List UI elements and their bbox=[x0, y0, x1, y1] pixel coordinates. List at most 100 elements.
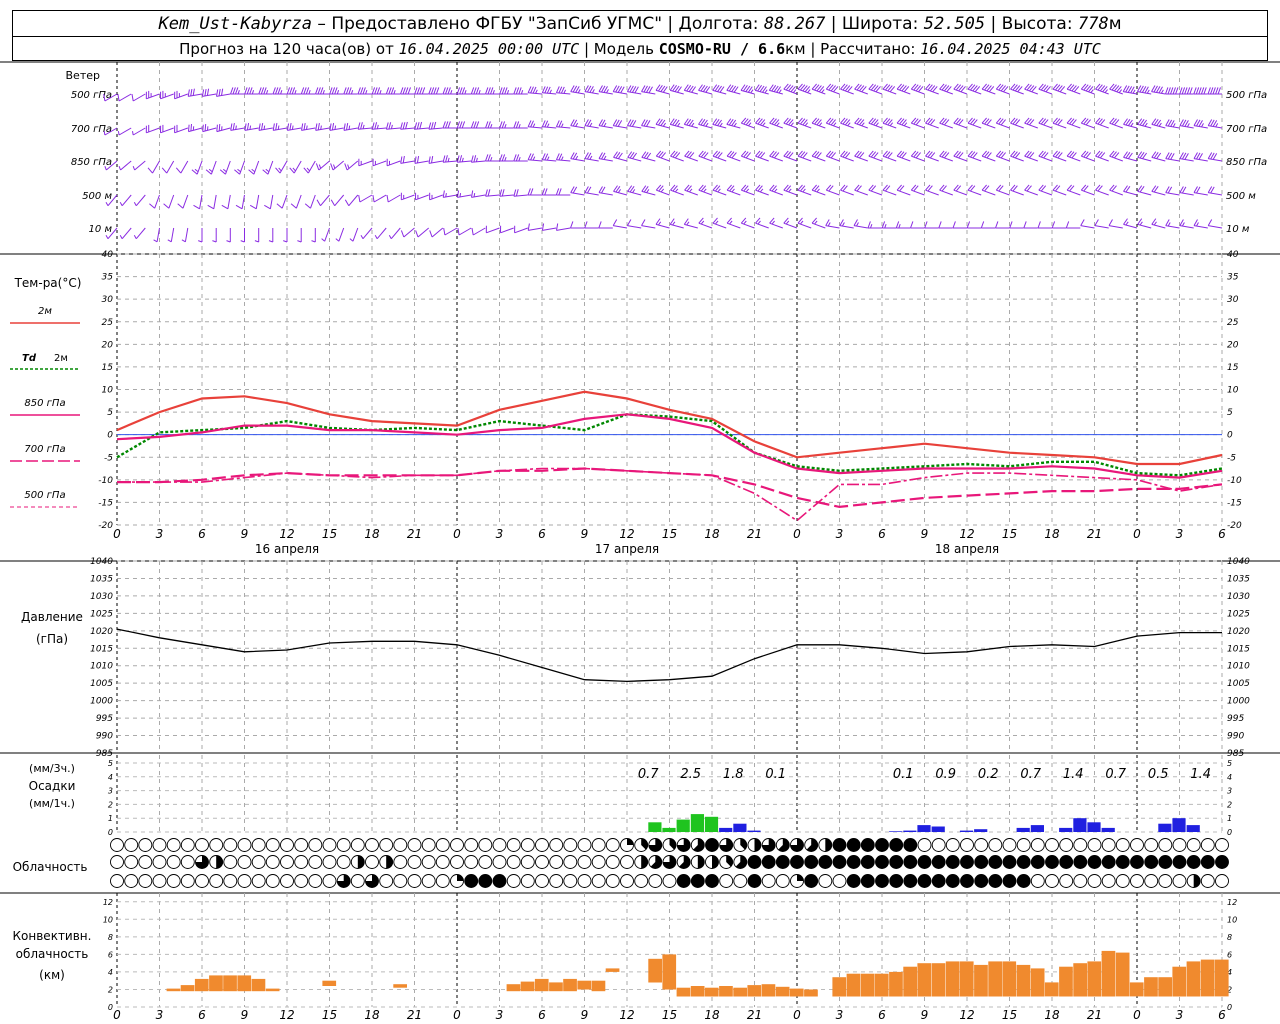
wind-barb-feather bbox=[1095, 83, 1101, 90]
wind-barb-feather bbox=[960, 86, 966, 93]
wind-barb-shaft bbox=[1137, 123, 1152, 129]
wind-barb bbox=[740, 84, 755, 95]
temp-xtick: 6 bbox=[198, 527, 206, 541]
wind-barb-feather bbox=[277, 87, 281, 95]
altitude-value: 778 bbox=[1077, 14, 1109, 34]
wind-barb-feather bbox=[717, 152, 723, 159]
wind-barb-feather bbox=[771, 151, 777, 158]
cloud-symbol bbox=[124, 874, 139, 888]
wind-barb bbox=[181, 227, 189, 243]
wind-barb bbox=[598, 221, 613, 229]
wind-barb-feather bbox=[487, 87, 491, 95]
wind-barb-feather bbox=[778, 89, 782, 94]
wind-barb-feather bbox=[896, 83, 902, 90]
wind-barb-shaft bbox=[613, 225, 628, 229]
wind-barb-shaft bbox=[1094, 225, 1109, 229]
precip-bar bbox=[747, 830, 761, 832]
cloud-symbol bbox=[435, 838, 450, 852]
cloud-symbol-fill bbox=[790, 838, 804, 852]
cloud-symbol bbox=[917, 838, 932, 852]
precip-3h-sum: 2.5 bbox=[680, 767, 701, 782]
wind-barb-feather bbox=[492, 90, 495, 95]
header-line-1: Kem_Ust-Kabyrza – Предоставлено ФГБУ "За… bbox=[13, 12, 1267, 37]
wind-barb-feather bbox=[745, 85, 751, 92]
wind-barb-feather bbox=[435, 87, 440, 95]
wind-barb-feather bbox=[1167, 87, 1171, 95]
wind-barb-feather bbox=[1029, 85, 1035, 92]
wind-barb-feather bbox=[825, 150, 832, 157]
wind-barb-feather bbox=[944, 152, 950, 159]
wind-level-label-right: 10 м bbox=[1226, 224, 1250, 235]
wind-barb-feather bbox=[641, 85, 646, 92]
cloud-symbol bbox=[393, 855, 408, 869]
wind-barb-feather bbox=[504, 87, 508, 95]
wind-barb-shaft bbox=[826, 155, 840, 162]
temp-series-line bbox=[116, 390, 1223, 466]
temp-xtick: 18 bbox=[704, 527, 720, 541]
wind-barb-shaft bbox=[698, 222, 713, 229]
model-unit: км bbox=[785, 40, 806, 58]
wind-barb bbox=[1122, 85, 1138, 95]
wind-barb-feather bbox=[442, 190, 445, 198]
wind-barb bbox=[570, 85, 585, 95]
wind-barb-shaft bbox=[925, 155, 939, 162]
wind-barb-feather bbox=[226, 240, 231, 243]
wind-barb-shaft bbox=[1109, 122, 1123, 129]
wind-barb-shaft bbox=[471, 160, 486, 163]
wind-barb-feather bbox=[629, 85, 634, 93]
wind-barb-feather bbox=[414, 87, 418, 95]
wind-barb-feather bbox=[555, 153, 560, 161]
wind-barb-feather bbox=[691, 122, 695, 127]
wind-barb-feather bbox=[546, 156, 550, 161]
wind-barb-shaft bbox=[741, 122, 755, 129]
wind-barb-shaft bbox=[556, 126, 571, 129]
precip-3h-sum: 1.4 bbox=[1190, 767, 1211, 782]
wind-barb-feather bbox=[702, 85, 708, 92]
wind-barb-feather bbox=[1198, 153, 1203, 160]
wind-barb-feather bbox=[485, 154, 489, 162]
wind-barb-feather bbox=[572, 85, 578, 93]
wind-barb bbox=[1080, 184, 1095, 196]
wind-barb-feather bbox=[785, 151, 792, 158]
wind-barb-shaft bbox=[528, 92, 543, 95]
wind-barb-feather bbox=[797, 83, 803, 90]
wind-barb-shaft bbox=[485, 194, 500, 197]
wind-barb-feather bbox=[191, 169, 198, 175]
wind-barb-shaft bbox=[1052, 189, 1067, 196]
wind-barb bbox=[981, 83, 996, 95]
precip-title: Осадки bbox=[29, 779, 76, 793]
precip-3h-sum: 0.2 bbox=[978, 767, 999, 782]
cloud-symbol-fill bbox=[754, 838, 761, 852]
wind-barb bbox=[1123, 185, 1138, 196]
cloud-symbol bbox=[1030, 855, 1045, 869]
model-label: | Модель bbox=[579, 40, 659, 58]
conv-bar bbox=[237, 975, 252, 992]
wind-barb bbox=[584, 152, 599, 162]
cloud-symbol bbox=[605, 855, 620, 869]
conv-xtick: 6 bbox=[538, 1008, 546, 1022]
wind-barb bbox=[386, 194, 401, 203]
wind-barb-feather bbox=[1043, 85, 1049, 92]
wind-level-label-right: 500 гПа bbox=[1226, 90, 1267, 101]
forecast-label: Прогноз на 120 часа(ов) от bbox=[179, 40, 399, 58]
wind-barb-feather bbox=[1080, 117, 1087, 124]
wind-barb-feather bbox=[386, 195, 389, 203]
cloud-symbol bbox=[308, 855, 323, 869]
wind-barb-feather bbox=[785, 220, 790, 225]
wind-barb bbox=[429, 192, 443, 201]
wind-barb bbox=[854, 184, 868, 196]
wind-barb-feather bbox=[546, 86, 551, 94]
cloud-symbol bbox=[464, 838, 479, 852]
wind-barb bbox=[513, 121, 528, 129]
wind-barb-shaft bbox=[996, 189, 1010, 196]
wind-barb-feather bbox=[674, 188, 679, 193]
wind-barb bbox=[698, 184, 713, 196]
wind-barb-feather bbox=[475, 121, 480, 129]
cloud-symbol bbox=[846, 838, 861, 852]
cloud-symbol bbox=[223, 855, 238, 869]
wind-barb bbox=[995, 221, 1010, 229]
wind-barb-feather bbox=[334, 87, 338, 95]
wind-barb-feather bbox=[748, 122, 752, 127]
wind-barb-feather bbox=[913, 151, 919, 158]
wind-barb-shaft bbox=[627, 225, 642, 229]
